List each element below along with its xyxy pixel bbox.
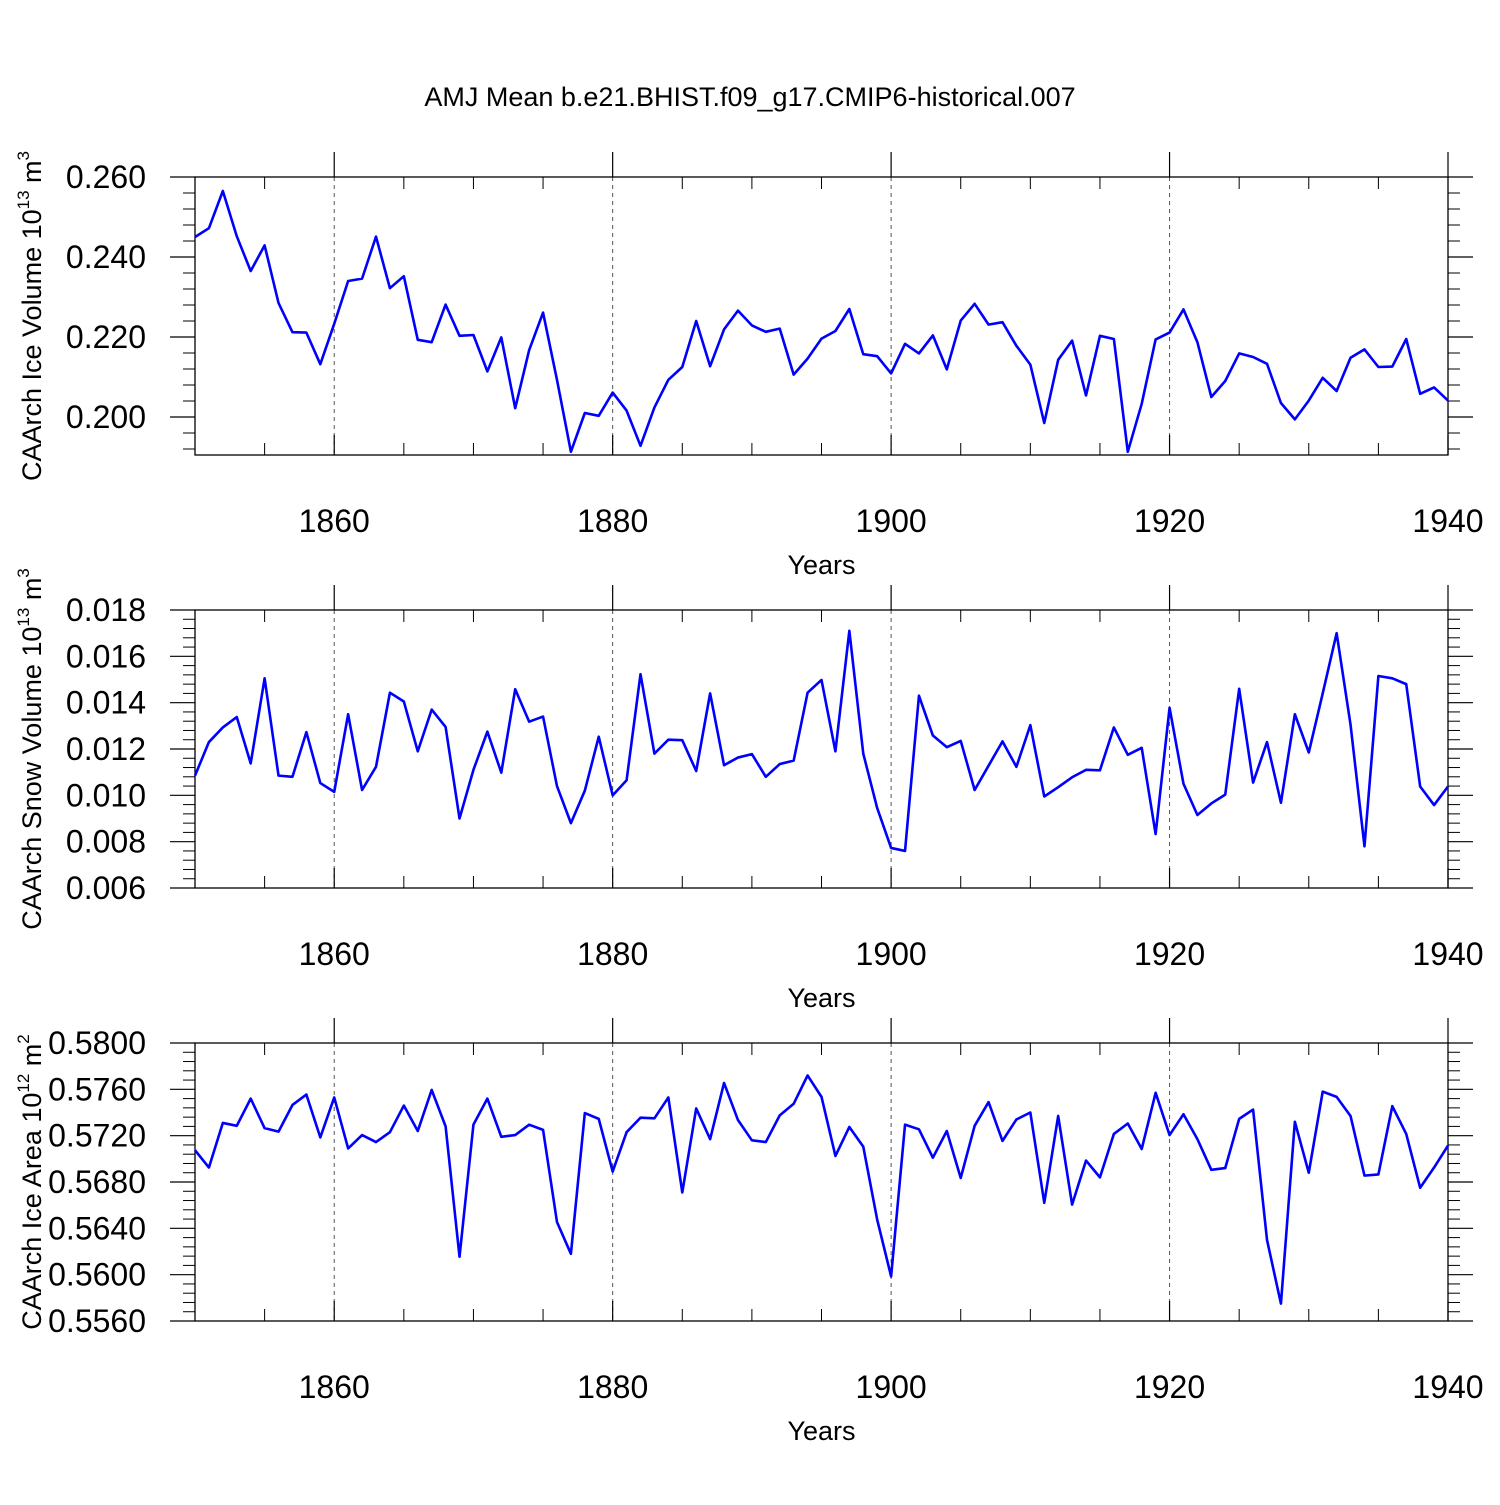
x-tick-label: 1940 — [1412, 936, 1483, 972]
y-tick-label: 0.008 — [66, 824, 146, 860]
series-line — [193, 629, 1450, 853]
x-tick-label: 1880 — [577, 936, 648, 972]
y-axis-label-unit-exponent: 3 — [14, 568, 33, 577]
x-tick-label: 1880 — [577, 1369, 648, 1405]
series-line — [194, 189, 1449, 454]
panel-snow-volume: 1860 1880 1900 1920 1940 Years 0.006 0.008 0.010… — [14, 568, 1484, 1013]
panel-ice-volume: 1860 1880 1900 1920 1940 Years 0.200 0.220 0.240… — [14, 151, 1484, 580]
y-tick-label: 0.220 — [66, 319, 146, 355]
y-tick-label: 0.5640 — [48, 1210, 146, 1246]
y-axis-label-text: CAArch Snow Volume 10 — [17, 627, 47, 930]
y-tick-label: 0.5720 — [48, 1118, 146, 1154]
x-axis-label: Years — [787, 1416, 855, 1446]
y-tick-label: 0.5800 — [48, 1025, 146, 1061]
y-axis-label-exponent: 12 — [14, 1074, 33, 1093]
y-tick-label: 0.5760 — [48, 1071, 146, 1107]
x-tick-label: 1860 — [299, 1369, 370, 1405]
y-tick-label: 0.012 — [66, 731, 146, 767]
x-tick-label: 1940 — [1412, 1369, 1483, 1405]
x-axis-label: Years — [787, 550, 855, 580]
y-axis-label-text: CAArch Ice Area 10 — [17, 1093, 47, 1330]
y-tick-label: 0.200 — [66, 399, 146, 435]
x-tick-label: 1880 — [577, 503, 648, 539]
y-axis-label-unit: m — [17, 160, 47, 190]
y-tick-label: 0.5680 — [48, 1164, 146, 1200]
x-tick-label: 1920 — [1134, 1369, 1205, 1405]
y-axis-label-unit-exponent: 3 — [14, 151, 33, 160]
y-tick-label: 0.018 — [66, 592, 146, 628]
x-tick-label: 1900 — [856, 936, 927, 972]
y-tick-label: 0.240 — [66, 239, 146, 275]
series-line — [193, 1074, 1450, 1305]
y-axis-label: CAArch Ice Volume 1013 m3 — [14, 151, 47, 481]
y-axis-label: CAArch Ice Area 1012 m2 — [14, 1034, 47, 1330]
chart-title: AMJ Mean b.e21.BHIST.f09_g17.CMIP6-histo… — [424, 82, 1075, 112]
x-tick-label: 1900 — [856, 503, 927, 539]
x-tick-label: 1860 — [299, 936, 370, 972]
plot-frame — [194, 176, 1449, 456]
y-axis-label-unit: m — [17, 1044, 47, 1074]
x-tick-label: 1920 — [1134, 503, 1205, 539]
y-axis-label-exponent: 13 — [14, 190, 33, 209]
x-tick-label: 1920 — [1134, 936, 1205, 972]
y-tick-label: 0.5600 — [48, 1257, 146, 1293]
y-tick-label: 0.006 — [66, 870, 146, 906]
y-axis-label: CAArch Snow Volume 1013 m3 — [14, 568, 47, 930]
x-tick-label: 1940 — [1412, 503, 1483, 539]
plot-frame — [194, 609, 1449, 889]
x-axis-label: Years — [787, 983, 855, 1013]
y-axis-label-text: CAArch Ice Volume 10 — [17, 209, 47, 481]
y-axis-label-exponent: 13 — [14, 608, 33, 627]
y-tick-label: 0.260 — [66, 159, 146, 195]
y-tick-label: 0.016 — [66, 638, 146, 674]
y-tick-label: 0.010 — [66, 777, 146, 813]
y-axis-label-unit-exponent: 2 — [14, 1034, 33, 1043]
y-tick-label: 0.5560 — [48, 1303, 146, 1339]
x-tick-label: 1860 — [299, 503, 370, 539]
y-axis-label-unit: m — [17, 578, 47, 608]
x-tick-label: 1900 — [856, 1369, 927, 1405]
panel-ice-area: 1860 1880 1900 1920 1940 Years 0.5560 0.5600 0.5… — [14, 1018, 1484, 1446]
y-tick-label: 0.014 — [66, 685, 146, 721]
